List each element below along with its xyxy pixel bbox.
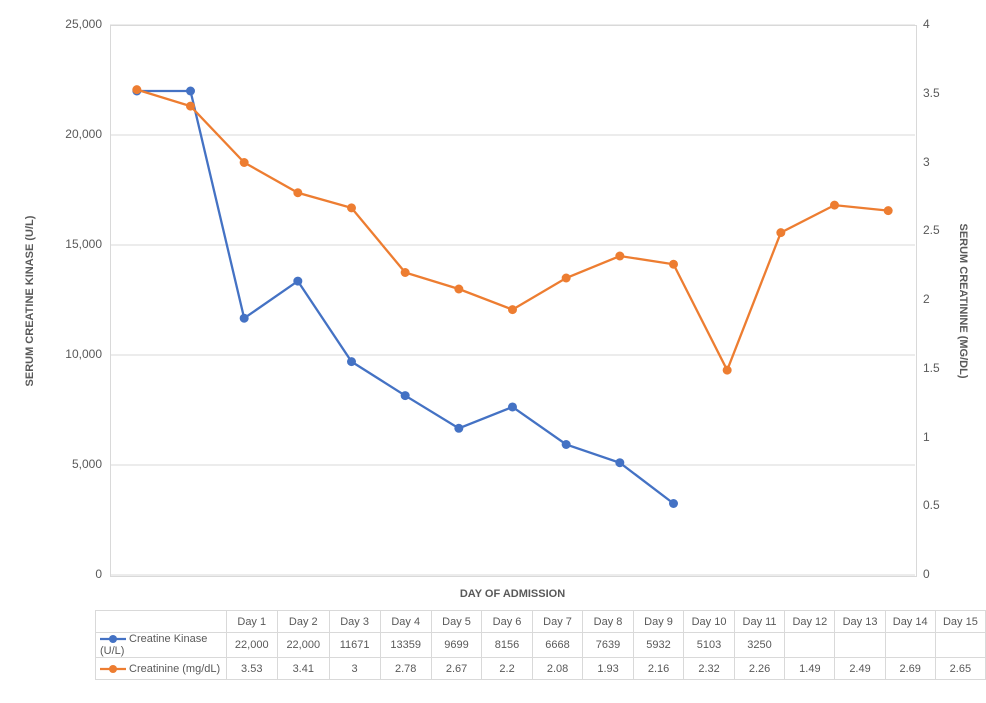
y-right-tick: 1	[923, 430, 963, 444]
y-right-tick: 2.5	[923, 223, 963, 237]
data-cell: 2.32	[684, 658, 735, 680]
y-left-tick: 10,000	[50, 347, 102, 361]
y-left-tick: 25,000	[50, 17, 102, 31]
data-cell: 5932	[633, 633, 684, 658]
data-cell: 3.53	[226, 658, 278, 680]
y-right-tick: 2	[923, 292, 963, 306]
legend-label: Creatinine (mg/dL)	[126, 663, 220, 675]
data-cell: 3.41	[278, 658, 330, 680]
data-cell: 2.2	[482, 658, 533, 680]
data-cell: 8156	[482, 633, 533, 658]
data-cell: 5103	[684, 633, 735, 658]
legend-corner	[96, 611, 227, 633]
y-left-tick: 5,000	[50, 457, 102, 471]
data-cell	[835, 633, 885, 658]
data-cell: 2.78	[380, 658, 431, 680]
category-header: Day 14	[885, 611, 935, 633]
category-header: Day 13	[835, 611, 885, 633]
legend-entry: Creatinine (mg/dL)	[96, 658, 227, 680]
category-header: Day 15	[935, 611, 985, 633]
chart-container: { "chart": { "type": "line-dual-axis-wit…	[0, 0, 986, 703]
y-left-tick: 0	[50, 567, 102, 581]
y-right-tick: 3.5	[923, 86, 963, 100]
category-header: Day 7	[532, 611, 583, 633]
y-left-tick: 15,000	[50, 237, 102, 251]
data-cell: 2.08	[532, 658, 583, 680]
data-cell	[785, 633, 835, 658]
data-cell: 13359	[380, 633, 431, 658]
data-cell: 2.69	[885, 658, 935, 680]
data-cell: 1.93	[583, 658, 634, 680]
data-cell	[885, 633, 935, 658]
y-axis-left-title: SERUM CREATINE KINASE (U/L)	[24, 211, 36, 391]
data-cell: 9699	[431, 633, 482, 658]
y-right-tick: 1.5	[923, 361, 963, 375]
data-cell: 2.67	[431, 658, 482, 680]
plot-svg	[110, 25, 915, 575]
x-axis-title: DAY OF ADMISSION	[110, 588, 915, 600]
data-cell: 1.49	[785, 658, 835, 680]
legend-entry: Creatine Kinase (U/L)	[96, 633, 227, 658]
category-header: Day 3	[329, 611, 380, 633]
data-cell: 3250	[734, 633, 785, 658]
data-cell: 2.49	[835, 658, 885, 680]
y-right-tick: 4	[923, 17, 963, 31]
category-header: Day 11	[734, 611, 785, 633]
category-header: Day 9	[633, 611, 684, 633]
category-header: Day 10	[684, 611, 735, 633]
data-cell: 7639	[583, 633, 634, 658]
category-header: Day 1	[226, 611, 278, 633]
y-right-tick: 0.5	[923, 498, 963, 512]
y-right-tick: 3	[923, 155, 963, 169]
category-header: Day 6	[482, 611, 533, 633]
data-table: Day 1Day 2Day 3Day 4Day 5Day 6Day 7Day 8…	[95, 610, 986, 680]
category-header: Day 4	[380, 611, 431, 633]
data-cell: 2.65	[935, 658, 985, 680]
data-cell: 22,000	[278, 633, 330, 658]
y-right-tick: 0	[923, 567, 963, 581]
data-cell: 3	[329, 658, 380, 680]
data-cell: 22,000	[226, 633, 278, 658]
data-cell	[935, 633, 985, 658]
category-header: Day 8	[583, 611, 634, 633]
y-left-tick: 20,000	[50, 127, 102, 141]
category-header: Day 12	[785, 611, 835, 633]
data-cell: 11671	[329, 633, 380, 658]
category-header: Day 2	[278, 611, 330, 633]
category-header: Day 5	[431, 611, 482, 633]
data-cell: 2.26	[734, 658, 785, 680]
data-cell: 2.16	[633, 658, 684, 680]
data-cell: 6668	[532, 633, 583, 658]
